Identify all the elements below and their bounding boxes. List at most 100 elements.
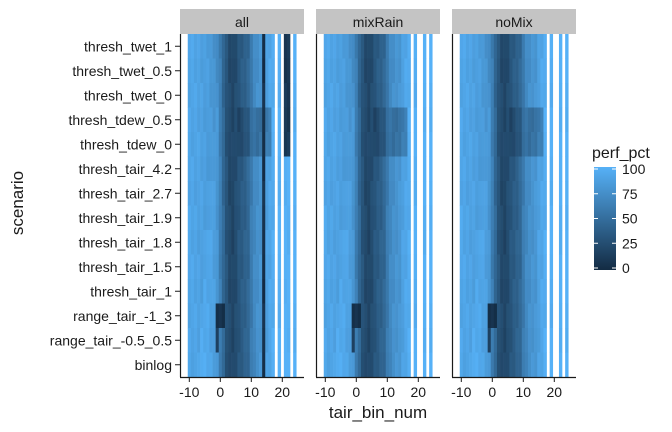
heatmap-tile	[527, 230, 532, 255]
heatmap-tile	[413, 156, 418, 182]
heatmap-tile	[286, 230, 291, 255]
heatmap-tile	[209, 279, 213, 304]
heatmap-tile	[323, 58, 328, 84]
heatmap-tile	[382, 181, 387, 206]
heatmap-tile	[518, 254, 523, 280]
heatmap-tile	[481, 58, 485, 84]
heatmap-tile	[376, 254, 380, 280]
heatmap-tile	[333, 156, 337, 182]
heatmap-tile	[478, 205, 482, 231]
heatmap-tile	[500, 303, 504, 329]
heatmap-tile	[357, 279, 362, 304]
heatmap-tile	[512, 279, 516, 304]
heatmap-tile	[500, 132, 504, 157]
heatmap-tile	[401, 254, 405, 280]
heatmap-tile	[487, 254, 492, 280]
heatmap-tile	[540, 230, 544, 255]
heatmap-tile	[503, 83, 507, 108]
heatmap-tile	[209, 254, 213, 280]
heatmap-tile	[512, 83, 516, 108]
heatmap-tile	[293, 352, 297, 378]
heatmap-tile	[370, 107, 374, 133]
heatmap-tile	[218, 181, 223, 206]
heatmap-tile	[382, 83, 387, 108]
heatmap-tile	[512, 205, 516, 231]
heatmap-tile	[259, 254, 263, 280]
heatmap-tile	[187, 181, 192, 206]
heatmap-tile	[398, 352, 402, 378]
heatmap-tile	[413, 132, 418, 157]
heatmap-tile	[348, 205, 352, 231]
heatmap-tile	[391, 328, 396, 353]
heatmap-tile	[367, 58, 371, 84]
heatmap-tile	[465, 205, 470, 231]
heatmap-tile	[237, 328, 241, 353]
heatmap-tile	[475, 230, 479, 255]
heatmap-tile	[500, 352, 504, 378]
heatmap-tile	[509, 83, 513, 108]
heatmap-tile	[326, 83, 331, 108]
heatmap-tile	[212, 303, 216, 329]
heatmap-tile	[246, 254, 251, 280]
heatmap-tile	[493, 279, 498, 304]
heatmap-tile	[293, 230, 297, 255]
heatmap-tile	[493, 156, 498, 182]
heatmap-tile	[283, 58, 288, 84]
x-tick-label: 10	[380, 384, 396, 400]
heatmap-tile	[527, 83, 532, 108]
heatmap-tile	[367, 328, 371, 353]
heatmap-tile	[382, 156, 387, 182]
heatmap-tile	[391, 156, 396, 182]
heatmap-tile	[268, 34, 272, 59]
heatmap-tile	[259, 303, 263, 329]
heatmap-tile	[558, 254, 563, 280]
heatmap-tile	[376, 230, 380, 255]
heatmap-tile	[537, 181, 541, 206]
heatmap-tile	[360, 34, 365, 59]
heatmap-tile	[354, 58, 359, 84]
heatmap-tile	[422, 205, 427, 231]
heatmap-tile	[534, 156, 538, 182]
heatmap-tile	[187, 34, 192, 59]
heatmap-tile	[391, 352, 396, 378]
heatmap-tile	[496, 205, 501, 231]
heatmap-tile	[218, 156, 223, 182]
heatmap-tile	[345, 58, 349, 84]
heatmap-tile	[515, 83, 519, 108]
heatmap-tile	[342, 230, 346, 255]
heatmap-tile	[326, 279, 331, 304]
heatmap-tile	[527, 156, 532, 182]
heatmap-tile	[224, 132, 229, 157]
heatmap-tile	[212, 230, 216, 255]
heatmap-tile	[209, 352, 213, 378]
heatmap-tile	[401, 230, 405, 255]
heatmap-tile	[206, 107, 210, 133]
heatmap-tile	[490, 328, 495, 353]
heatmap-tile	[345, 34, 349, 59]
heatmap-tile	[537, 83, 541, 108]
heatmap-tile	[243, 58, 247, 84]
heatmap-tile	[336, 156, 340, 182]
heatmap-tile	[283, 107, 288, 133]
heatmap-tile	[203, 352, 207, 378]
heatmap-tile	[203, 303, 207, 329]
heatmap-tile	[323, 132, 328, 157]
heatmap-tile	[518, 279, 523, 304]
heatmap-tile	[509, 181, 513, 206]
heatmap-tile	[224, 352, 229, 378]
heatmap-tile	[228, 107, 232, 133]
heatmap-tile	[193, 279, 198, 304]
heatmap-tile	[404, 58, 408, 84]
heatmap-tile	[268, 230, 272, 255]
heatmap-tile	[565, 107, 569, 133]
heatmap-tile	[515, 230, 519, 255]
heatmap-tile	[259, 328, 263, 353]
heatmap-tile	[540, 181, 544, 206]
heatmap-tile	[487, 352, 492, 378]
heatmap-tile	[534, 132, 538, 157]
heatmap-tile	[388, 328, 393, 353]
heatmap-tile	[385, 156, 390, 182]
heatmap-tile	[215, 328, 220, 353]
heatmap-tile	[401, 303, 405, 329]
heatmap-tile	[422, 34, 427, 59]
